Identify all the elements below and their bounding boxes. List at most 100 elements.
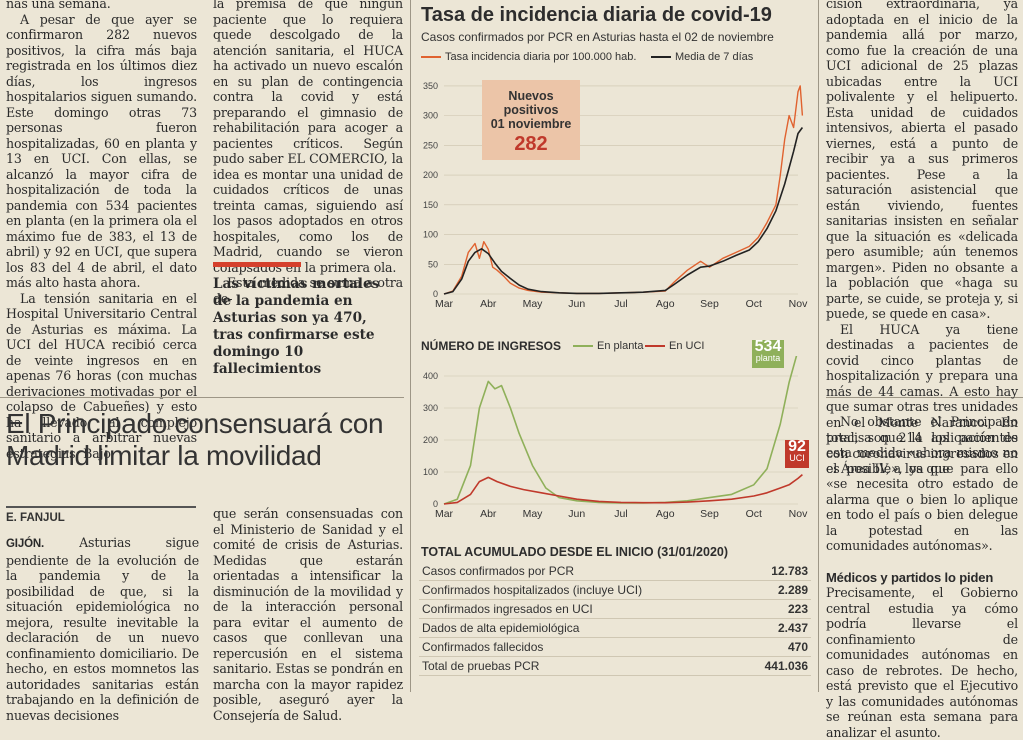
x-tick-label: May — [523, 508, 544, 520]
x-tick-label: Oct — [746, 298, 762, 310]
highlight-value: 282 — [514, 133, 548, 155]
y-tick-label: 250 — [423, 140, 438, 150]
y-tick-label: 200 — [423, 435, 438, 445]
totals-title: TOTAL ACUMULADO DESDE EL INICIO (31/01/2… — [421, 545, 729, 559]
x-tick-label: Sep — [700, 508, 719, 520]
x-tick-label: Oct — [746, 508, 762, 520]
table-row: Confirmados fallecidos 470 — [419, 637, 811, 657]
y-tick-label: 200 — [423, 170, 438, 180]
x-tick-label: Abr — [480, 298, 497, 310]
byline: E. FANJUL — [6, 512, 65, 524]
table-cell-label: Confirmados hospitalizados (incluye UCI) — [419, 580, 741, 600]
uci-badge: 92 UCI — [785, 439, 809, 468]
legend-swatch — [645, 345, 665, 348]
x-tick-label: Ago — [656, 298, 675, 310]
incidence-chart: 0 50 100 150 200 250 300 350 Mar Abr May Jun Jul Ago S… — [423, 81, 808, 310]
subhead: Médicos y partidos lo piden — [826, 569, 994, 585]
totals-table: Casos confirmados por PCR 12.783 Confirma… — [419, 562, 811, 676]
legend-avg: Media de 7 días — [651, 51, 753, 63]
pull-quote-rule — [213, 262, 301, 267]
x-tick-label: Jul — [614, 298, 627, 310]
highlight-line: Nuevos — [508, 89, 554, 103]
admissions-chart: 0 100 200 300 400 Mar Abr May Jun Jul Ago Sep Oct Nov — [423, 356, 808, 520]
table-cell-value: 2.437 — [740, 618, 811, 638]
legend-swatch — [421, 56, 441, 59]
table-cell-label: Confirmados ingresados en UCI — [419, 599, 741, 619]
x-tick-label: Mar — [435, 298, 454, 310]
highlight-line: positivos — [503, 103, 559, 117]
table-cell-label: Total de pruebas PCR — [419, 656, 741, 676]
badge-label: planta — [755, 353, 781, 363]
paragraph: la premisa de que ningún paciente que lo… — [213, 0, 403, 275]
y-tick-label: 300 — [423, 111, 438, 121]
table-cell-label: Casos confirmados por PCR — [419, 562, 741, 581]
y-tick-label: 0 — [433, 289, 438, 299]
y-tick-label: 400 — [423, 371, 438, 381]
section-divider — [0, 397, 404, 398]
planta-badge: 534 planta — [752, 338, 784, 368]
x-tick-label: Ago — [656, 508, 675, 520]
y-tick-label: 50 — [428, 259, 438, 269]
x-tick-label: Abr — [480, 508, 497, 520]
x-tick-label: Nov — [789, 298, 808, 310]
table-row: Total de pruebas PCR 441.036 — [419, 656, 811, 676]
y-tick-label: 350 — [423, 81, 438, 91]
admissions-title: NÚMERO DE INGRESOS — [421, 339, 562, 353]
highlight-line: 01 noviembre — [490, 117, 572, 131]
table-cell-value: 2.289 — [740, 580, 811, 600]
paragraph: Esta medida se suma a otra de- — [213, 275, 403, 306]
y-tick-label: 100 — [423, 467, 438, 477]
section-divider — [826, 397, 1023, 398]
legend-label: En planta — [597, 340, 644, 352]
table-row: Casos confirmados por PCR 12.783 — [419, 562, 811, 581]
y-tick-label: 100 — [423, 230, 438, 240]
left-column-top: nas una semana. A pesar de que ayer se c… — [6, 0, 197, 461]
column-divider — [818, 0, 819, 692]
legend-swatch — [573, 345, 593, 348]
y-tick-label: 300 — [423, 403, 438, 413]
right-column-top: cisión extraordinaria, ya adoptada en el… — [826, 0, 1018, 477]
paragraph: No obstante el Principado precisa que la… — [826, 414, 1018, 553]
paragraph: Asturias sigue pendiente de la evolución… — [6, 535, 199, 723]
paragraph: que serán consensuadas con el Ministerio… — [213, 506, 403, 723]
series-line — [443, 356, 798, 505]
paragraph: nas una semana. — [6, 0, 111, 11]
chart-title: Tasa de incidencia diaria de covid-19 — [421, 4, 772, 26]
series-line — [443, 127, 804, 295]
series-line — [443, 473, 803, 505]
article-column-1: GIJÓN. Asturias sigue pendiente de la ev… — [6, 535, 199, 723]
x-tick-label: Jun — [568, 298, 585, 310]
x-tick-label: Mar — [435, 508, 454, 520]
paragraph: cisión extraordinaria, ya adoptada en el… — [826, 0, 1018, 321]
chart-subtitle: Casos confirmados por PCR en Asturias ha… — [421, 30, 774, 44]
table-cell-value: 470 — [740, 637, 811, 657]
new-positives-box: Nuevos positivos 01 noviembre 282 — [482, 80, 580, 160]
article-column-2: que serán consensuadas con el Ministerio… — [213, 506, 403, 723]
legend-label: En UCI — [669, 340, 705, 352]
y-tick-label: 150 — [423, 200, 438, 210]
paragraph: A pesar de que ayer se confirmaron 282 n… — [6, 11, 197, 291]
legend-swatch — [651, 56, 671, 59]
legend-rate: Tasa incidencia diaria por 100.000 hab. — [421, 51, 636, 63]
table-row: Confirmados ingresados en UCI 223 — [419, 599, 811, 619]
pull-quote: Las víctimas mortales de la pandemia en … — [213, 276, 380, 377]
x-tick-label: Sep — [700, 298, 719, 310]
legend-label: Tasa incidencia diaria por 100.000 hab. — [445, 51, 637, 63]
column-divider — [410, 0, 411, 692]
y-tick-label: 0 — [433, 499, 438, 509]
table-row: Dados de alta epidemiológica 2.437 — [419, 618, 811, 638]
right-column-bottom: No obstante el Principado precisa que la… — [826, 414, 1018, 740]
table-cell-label: Confirmados fallecidos — [419, 637, 741, 657]
legend-uci: En UCI — [645, 340, 704, 352]
x-tick-label: Jul — [614, 508, 627, 520]
badge-label: UCI — [789, 453, 805, 463]
table-cell-value: 12.783 — [740, 562, 811, 581]
badge-value: 534 — [754, 338, 782, 355]
table-row: Confirmados hospitalizados (incluye UCI)… — [419, 580, 811, 600]
x-tick-label: May — [523, 298, 544, 310]
table-cell-value: 441.036 — [740, 656, 811, 676]
table-cell-label: Dados de alta epidemiológica — [419, 618, 741, 638]
x-tick-label: Jun — [568, 508, 585, 520]
legend-label: Media de 7 días — [675, 51, 754, 63]
x-tick-label: Nov — [789, 508, 808, 520]
